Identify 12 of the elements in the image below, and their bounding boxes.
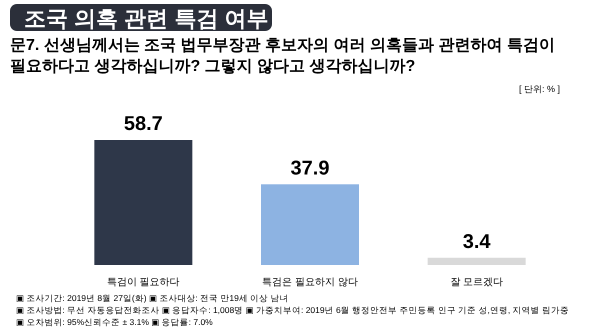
data-label: 3.4 <box>462 230 492 253</box>
data-label: 37.9 <box>290 157 330 180</box>
chart-subtitle: 문7. 선생님께서는 조국 법무부장관 후보자의 여러 의혹들과 관련하여 특검이 필요하다고 생각하십니까? 그렇지 않다고 생각하십니까? <box>10 37 555 75</box>
text: [ 단위: % ] <box>518 84 560 94</box>
text: ▣ 오차범위: 95%신뢰수준 ± 3.1% ▣ 응답률: 7.0% <box>16 317 214 327</box>
x-tick-label: 특검은 필요하지 않다 <box>262 277 358 288</box>
x-tick-label: 잘 모르겠다 <box>450 277 504 288</box>
data-label: 58.7 <box>124 113 163 135</box>
text: ▣ 조사기간: 2019년 8월 27일(화) ▣ 조사대상: 전국 만19세 이상 남녀 <box>16 293 289 303</box>
title: 조국 의혹 관련 특검 여부 <box>10 4 272 31</box>
text: ▣ 조사방법: 무선 자동응답전화조사 ▣ 응답자수: 1,008명 ▣ 가중치부여: 2019년 6월 행정안전부 주민등록 인구 기준 성,연령, 지역별 림가중 <box>16 305 569 315</box>
x-tick-label: 특검이 필요하다 <box>106 277 180 288</box>
